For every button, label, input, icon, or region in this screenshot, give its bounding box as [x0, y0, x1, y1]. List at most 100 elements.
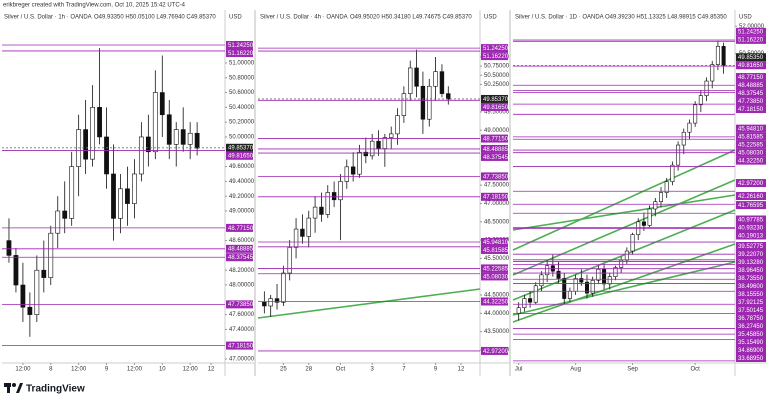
- level-label: 49.85370: [483, 97, 509, 103]
- level-label-box: [736, 282, 766, 290]
- level-label-box: [736, 105, 766, 114]
- candle-body: [268, 298, 273, 307]
- candle-body: [6, 240, 12, 256]
- candle-body: [556, 270, 561, 279]
- candle-body: [516, 307, 521, 314]
- candle-body: [274, 298, 280, 303]
- level-label: 37.50145: [738, 308, 764, 314]
- candle-body: [545, 265, 550, 276]
- level-label-box: [736, 53, 766, 62]
- level-label-box: [481, 44, 508, 53]
- level-label: 48.48885: [228, 247, 254, 253]
- x-tick-label: Aug: [570, 367, 581, 373]
- level-label: 36.27450: [738, 324, 764, 330]
- brand: TradingView: [26, 384, 85, 395]
- candle-body: [27, 306, 33, 315]
- level-label-box: [736, 124, 766, 133]
- x-tick-label: 12:00: [15, 367, 31, 373]
- candle-body: [533, 285, 538, 303]
- level-label: 48.77150: [228, 226, 254, 232]
- level-label-box: [736, 61, 766, 70]
- level-label: 51.16220: [738, 38, 764, 44]
- y-tick-label: 44.00000: [484, 311, 510, 317]
- level-label: 44.32250: [738, 159, 764, 165]
- y-tick-label: 50.75000: [484, 64, 510, 70]
- level-label-box: [736, 35, 766, 44]
- level-label-box: [736, 231, 766, 240]
- level-label-box: [736, 314, 766, 322]
- candle-body: [138, 136, 144, 175]
- level-label-box: [736, 290, 766, 298]
- candle-body: [34, 269, 40, 315]
- candle-body: [596, 269, 601, 281]
- level-label: 45.22585: [738, 143, 764, 149]
- x-tick-label: 9: [105, 367, 109, 373]
- level-label: 48.48885: [483, 147, 509, 153]
- trend-line: [512, 243, 736, 323]
- level-label-box: [736, 192, 766, 201]
- level-label: 45.22585: [483, 266, 509, 272]
- candle-body: [653, 201, 658, 210]
- candle-body: [590, 279, 595, 294]
- candle-body: [300, 228, 305, 237]
- level-label-box: [736, 298, 766, 306]
- candle-body: [97, 107, 102, 138]
- level-label: 48.37545: [483, 155, 509, 161]
- level-label-box: [736, 97, 766, 106]
- x-tick-label: Oct: [690, 367, 700, 373]
- chart-title: Silver / U.S. Dollar · 1D · OANDA: [515, 15, 604, 21]
- chart-title: Silver / U.S. Dollar · 4h · OANDA: [260, 15, 348, 21]
- candle-body: [641, 221, 646, 226]
- level-label: 48.37545: [738, 91, 764, 97]
- candle-body: [350, 166, 356, 175]
- level-label: 47.18150: [738, 107, 764, 113]
- level-label: 49.85370: [228, 146, 254, 152]
- level-label: 48.77150: [483, 136, 509, 142]
- y-tick-label: 50.80000: [229, 75, 255, 81]
- level-label: 49.81650: [483, 105, 509, 111]
- candle-body: [55, 210, 61, 234]
- candle-body: [41, 269, 47, 278]
- level-label-box: [736, 274, 766, 282]
- candle-body: [319, 206, 324, 215]
- level-label-box: [736, 201, 766, 210]
- candle-body: [104, 136, 109, 175]
- candle-body: [528, 298, 533, 303]
- trend-line: [257, 288, 481, 319]
- currency-label: USD: [229, 15, 242, 21]
- trend-line: [512, 209, 736, 301]
- candle-body: [658, 192, 664, 202]
- y-tick-label: 50.25000: [484, 82, 510, 88]
- x-tick-label: 10: [159, 367, 166, 373]
- level-label-box: [736, 354, 766, 362]
- x-tick-label: 25: [280, 367, 287, 373]
- level-label-box: [736, 346, 766, 354]
- level-label-box: [736, 322, 766, 330]
- level-label: 39.13280: [738, 260, 764, 266]
- candle-body: [401, 93, 407, 116]
- level-label: 45.81585: [738, 135, 764, 141]
- level-label-box: [481, 237, 508, 246]
- level-label: 48.77150: [738, 75, 764, 81]
- y-tick-label: 51.00000: [229, 61, 255, 67]
- candle-body: [287, 247, 292, 274]
- candle-body: [357, 151, 362, 175]
- level-label: 45.08030: [738, 151, 764, 157]
- level-label-box: [736, 250, 766, 258]
- level-label: 45.81585: [483, 248, 509, 254]
- y-tick-label: 47.00000: [484, 201, 510, 207]
- level-label: 35.15490: [738, 340, 764, 346]
- candle-body: [376, 140, 381, 149]
- y-tick-label: 49.00000: [229, 209, 255, 215]
- y-tick-label: 48.00000: [229, 283, 255, 289]
- ohlc-readout: O49.95020 H50.34180 L49.74675 C49.85370: [350, 15, 472, 21]
- candle-body: [382, 137, 388, 149]
- x-tick-label: 12:00: [127, 367, 143, 373]
- level-label: 41.76595: [738, 203, 764, 209]
- x-tick-label: 9: [434, 367, 438, 373]
- candle-body: [414, 67, 419, 87]
- x-tick-label: Jul: [515, 367, 523, 373]
- candle-body: [48, 232, 54, 278]
- x-tick-label: 8: [49, 367, 53, 373]
- candle-body: [166, 114, 172, 145]
